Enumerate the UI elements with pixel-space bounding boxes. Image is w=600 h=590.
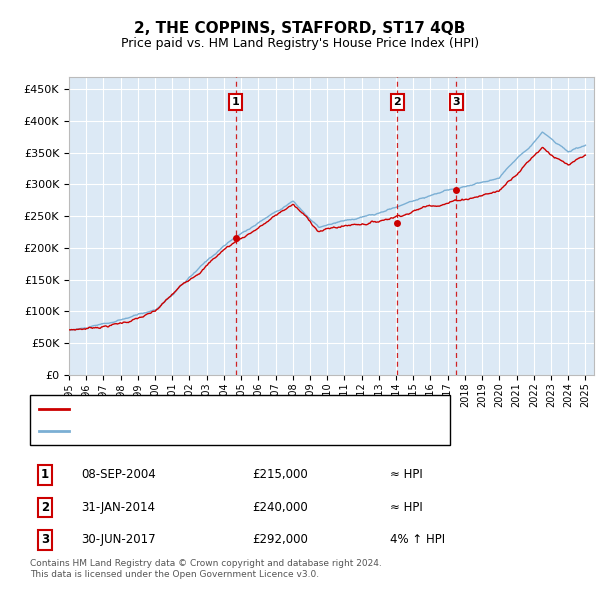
Text: This data is licensed under the Open Government Licence v3.0.: This data is licensed under the Open Gov… [30, 571, 319, 579]
Text: 2: 2 [41, 501, 49, 514]
Text: ≈ HPI: ≈ HPI [390, 501, 423, 514]
Text: 1: 1 [41, 468, 49, 481]
Text: 3: 3 [41, 533, 49, 546]
Text: £292,000: £292,000 [252, 533, 308, 546]
Text: Price paid vs. HM Land Registry's House Price Index (HPI): Price paid vs. HM Land Registry's House … [121, 37, 479, 50]
Text: 3: 3 [452, 97, 460, 107]
Text: 2, THE COPPINS, STAFFORD, ST17 4QB (detached house): 2, THE COPPINS, STAFFORD, ST17 4QB (deta… [75, 404, 393, 414]
Text: 2, THE COPPINS, STAFFORD, ST17 4QB: 2, THE COPPINS, STAFFORD, ST17 4QB [134, 21, 466, 35]
Text: £240,000: £240,000 [252, 501, 308, 514]
Text: 1: 1 [232, 97, 239, 107]
Text: ≈ HPI: ≈ HPI [390, 468, 423, 481]
Text: 4% ↑ HPI: 4% ↑ HPI [390, 533, 445, 546]
Text: 31-JAN-2014: 31-JAN-2014 [81, 501, 155, 514]
Text: Contains HM Land Registry data © Crown copyright and database right 2024.: Contains HM Land Registry data © Crown c… [30, 559, 382, 568]
Text: 08-SEP-2004: 08-SEP-2004 [81, 468, 156, 481]
Text: 30-JUN-2017: 30-JUN-2017 [81, 533, 155, 546]
Text: £215,000: £215,000 [252, 468, 308, 481]
Text: HPI: Average price, detached house, Stafford: HPI: Average price, detached house, Staf… [75, 427, 326, 437]
Text: 2: 2 [394, 97, 401, 107]
